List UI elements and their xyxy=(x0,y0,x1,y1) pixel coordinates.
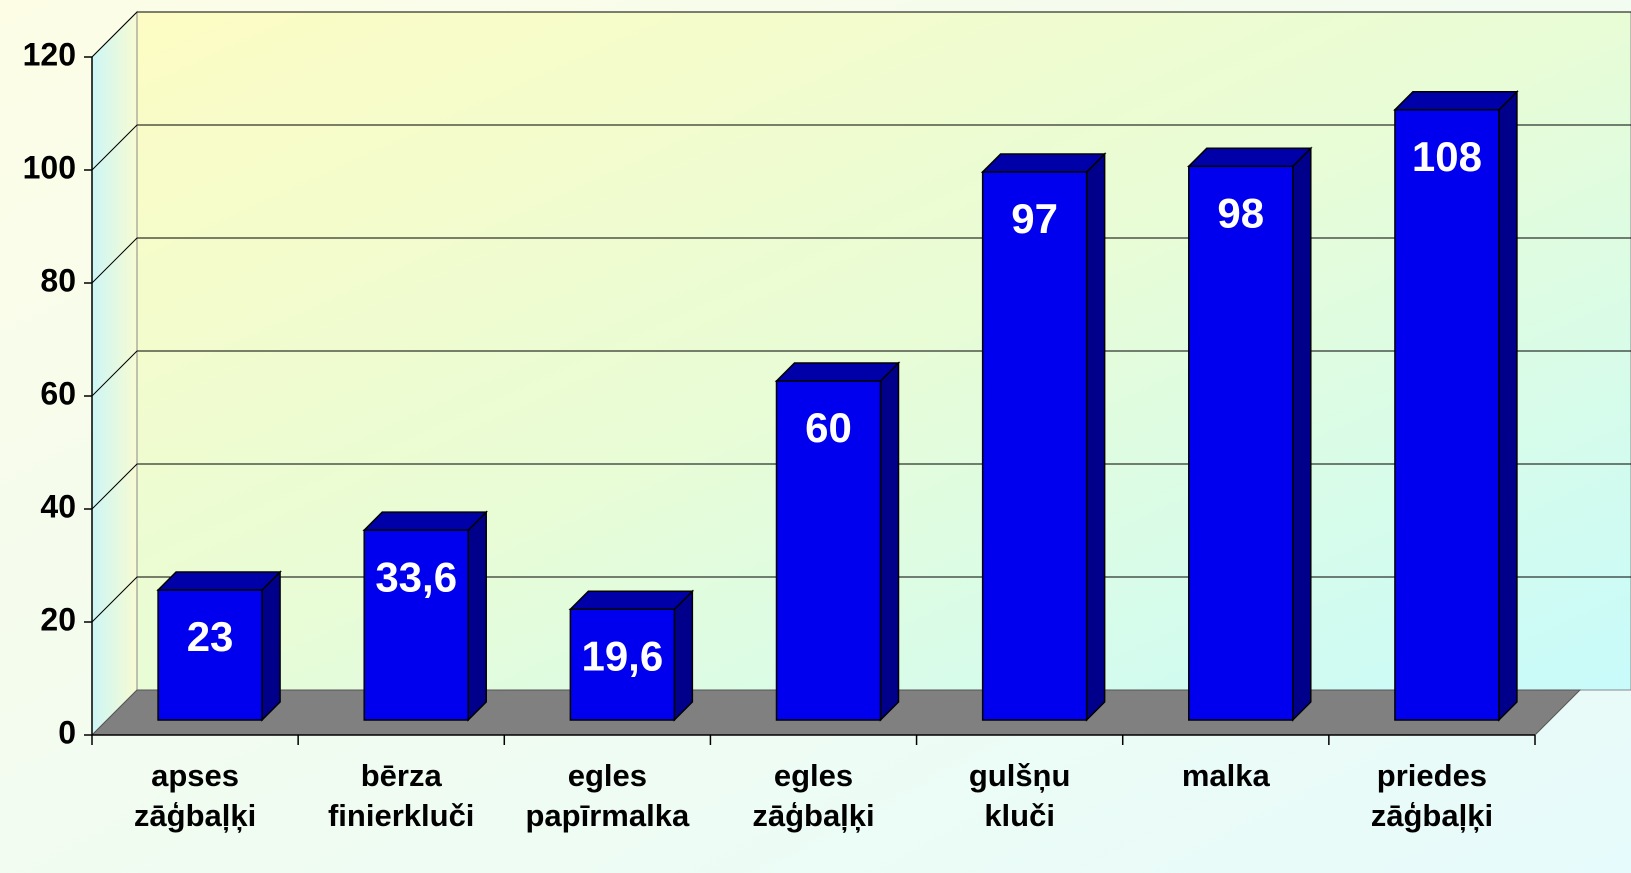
grid-line xyxy=(91,11,1631,58)
y-tick-label: 80 xyxy=(40,262,76,298)
x-tick-label-line: papīrmalka xyxy=(526,798,690,833)
data-label: 98 xyxy=(1217,189,1264,236)
bar-top xyxy=(980,153,1107,173)
bar-top xyxy=(156,571,282,591)
x-tick-label-line: priedes xyxy=(1377,758,1487,793)
x-tick-label-line: kluči xyxy=(984,798,1055,833)
bar xyxy=(1186,146,1313,722)
x-tick-label: egles papīrmalka xyxy=(526,758,690,833)
y-tick-label: 20 xyxy=(40,601,76,637)
bar xyxy=(774,361,901,722)
x-tick-label-line: zāģbaļķi xyxy=(134,798,256,833)
y-tick-label: 0 xyxy=(58,714,76,750)
bar-side xyxy=(1085,152,1106,722)
bar-side xyxy=(261,570,281,722)
x-tick-label: gulšņu kluči xyxy=(969,758,1071,833)
bar xyxy=(156,570,282,722)
bar-top xyxy=(568,590,695,611)
x-tick-label-line: zāģbaļķi xyxy=(752,798,874,833)
y-tick-label: 40 xyxy=(40,488,76,524)
data-label: 19,6 xyxy=(581,632,663,679)
grid-line xyxy=(91,463,1631,510)
grid-line xyxy=(91,576,1631,623)
x-tick-label: priedes zāģbaļķi xyxy=(1371,758,1493,833)
bar-side xyxy=(879,361,900,722)
data-label: 108 xyxy=(1412,133,1482,180)
x-tick-label-line: gulšņu xyxy=(969,758,1071,793)
bar-side xyxy=(673,589,694,722)
bar xyxy=(1393,89,1519,722)
bar-side xyxy=(1292,146,1312,722)
bar-front xyxy=(569,608,676,721)
data-label: 33,6 xyxy=(375,553,457,600)
bar-top xyxy=(1393,91,1519,111)
x-tick-label-line: bērza xyxy=(361,758,443,793)
bar-front xyxy=(1394,109,1500,721)
x-tick-label-line: zāģbaļķi xyxy=(1371,798,1493,833)
data-label: 60 xyxy=(805,404,852,451)
bar-front xyxy=(363,529,469,721)
x-tick-label: malka xyxy=(1182,758,1271,793)
y-tick-label: 120 xyxy=(23,36,76,72)
y-tick-label: 60 xyxy=(40,375,76,411)
bar-top xyxy=(1186,147,1313,168)
bar-front xyxy=(157,589,263,721)
x-tick-label: apses zāģbaļķi xyxy=(134,758,256,833)
bar-side xyxy=(1498,89,1518,722)
bar-front xyxy=(775,380,882,721)
x-tick-label-line: malka xyxy=(1182,758,1271,793)
y-tick-label: 100 xyxy=(23,149,76,185)
grid-line xyxy=(91,350,1631,397)
x-tick-label-line: egles xyxy=(568,758,647,793)
x-tick-label-line: egles xyxy=(774,758,853,793)
bar-top xyxy=(774,362,901,382)
grid-line xyxy=(91,124,1631,171)
bar xyxy=(568,589,695,722)
grid-line xyxy=(91,237,1631,284)
bar xyxy=(362,510,489,722)
bar-side xyxy=(467,510,487,722)
x-tick-label: egles zāģbaļķi xyxy=(752,758,874,833)
data-label: 97 xyxy=(1011,195,1058,242)
bar-top xyxy=(362,511,489,531)
x-tick-label-line: finierkluči xyxy=(328,798,474,833)
bar xyxy=(980,152,1107,722)
bar-front xyxy=(1188,165,1294,721)
data-label: 23 xyxy=(187,613,234,660)
x-tick-label-line: apses xyxy=(151,758,239,793)
x-tick-label: bērza finierkluči xyxy=(328,758,474,833)
bar-front xyxy=(981,171,1088,721)
